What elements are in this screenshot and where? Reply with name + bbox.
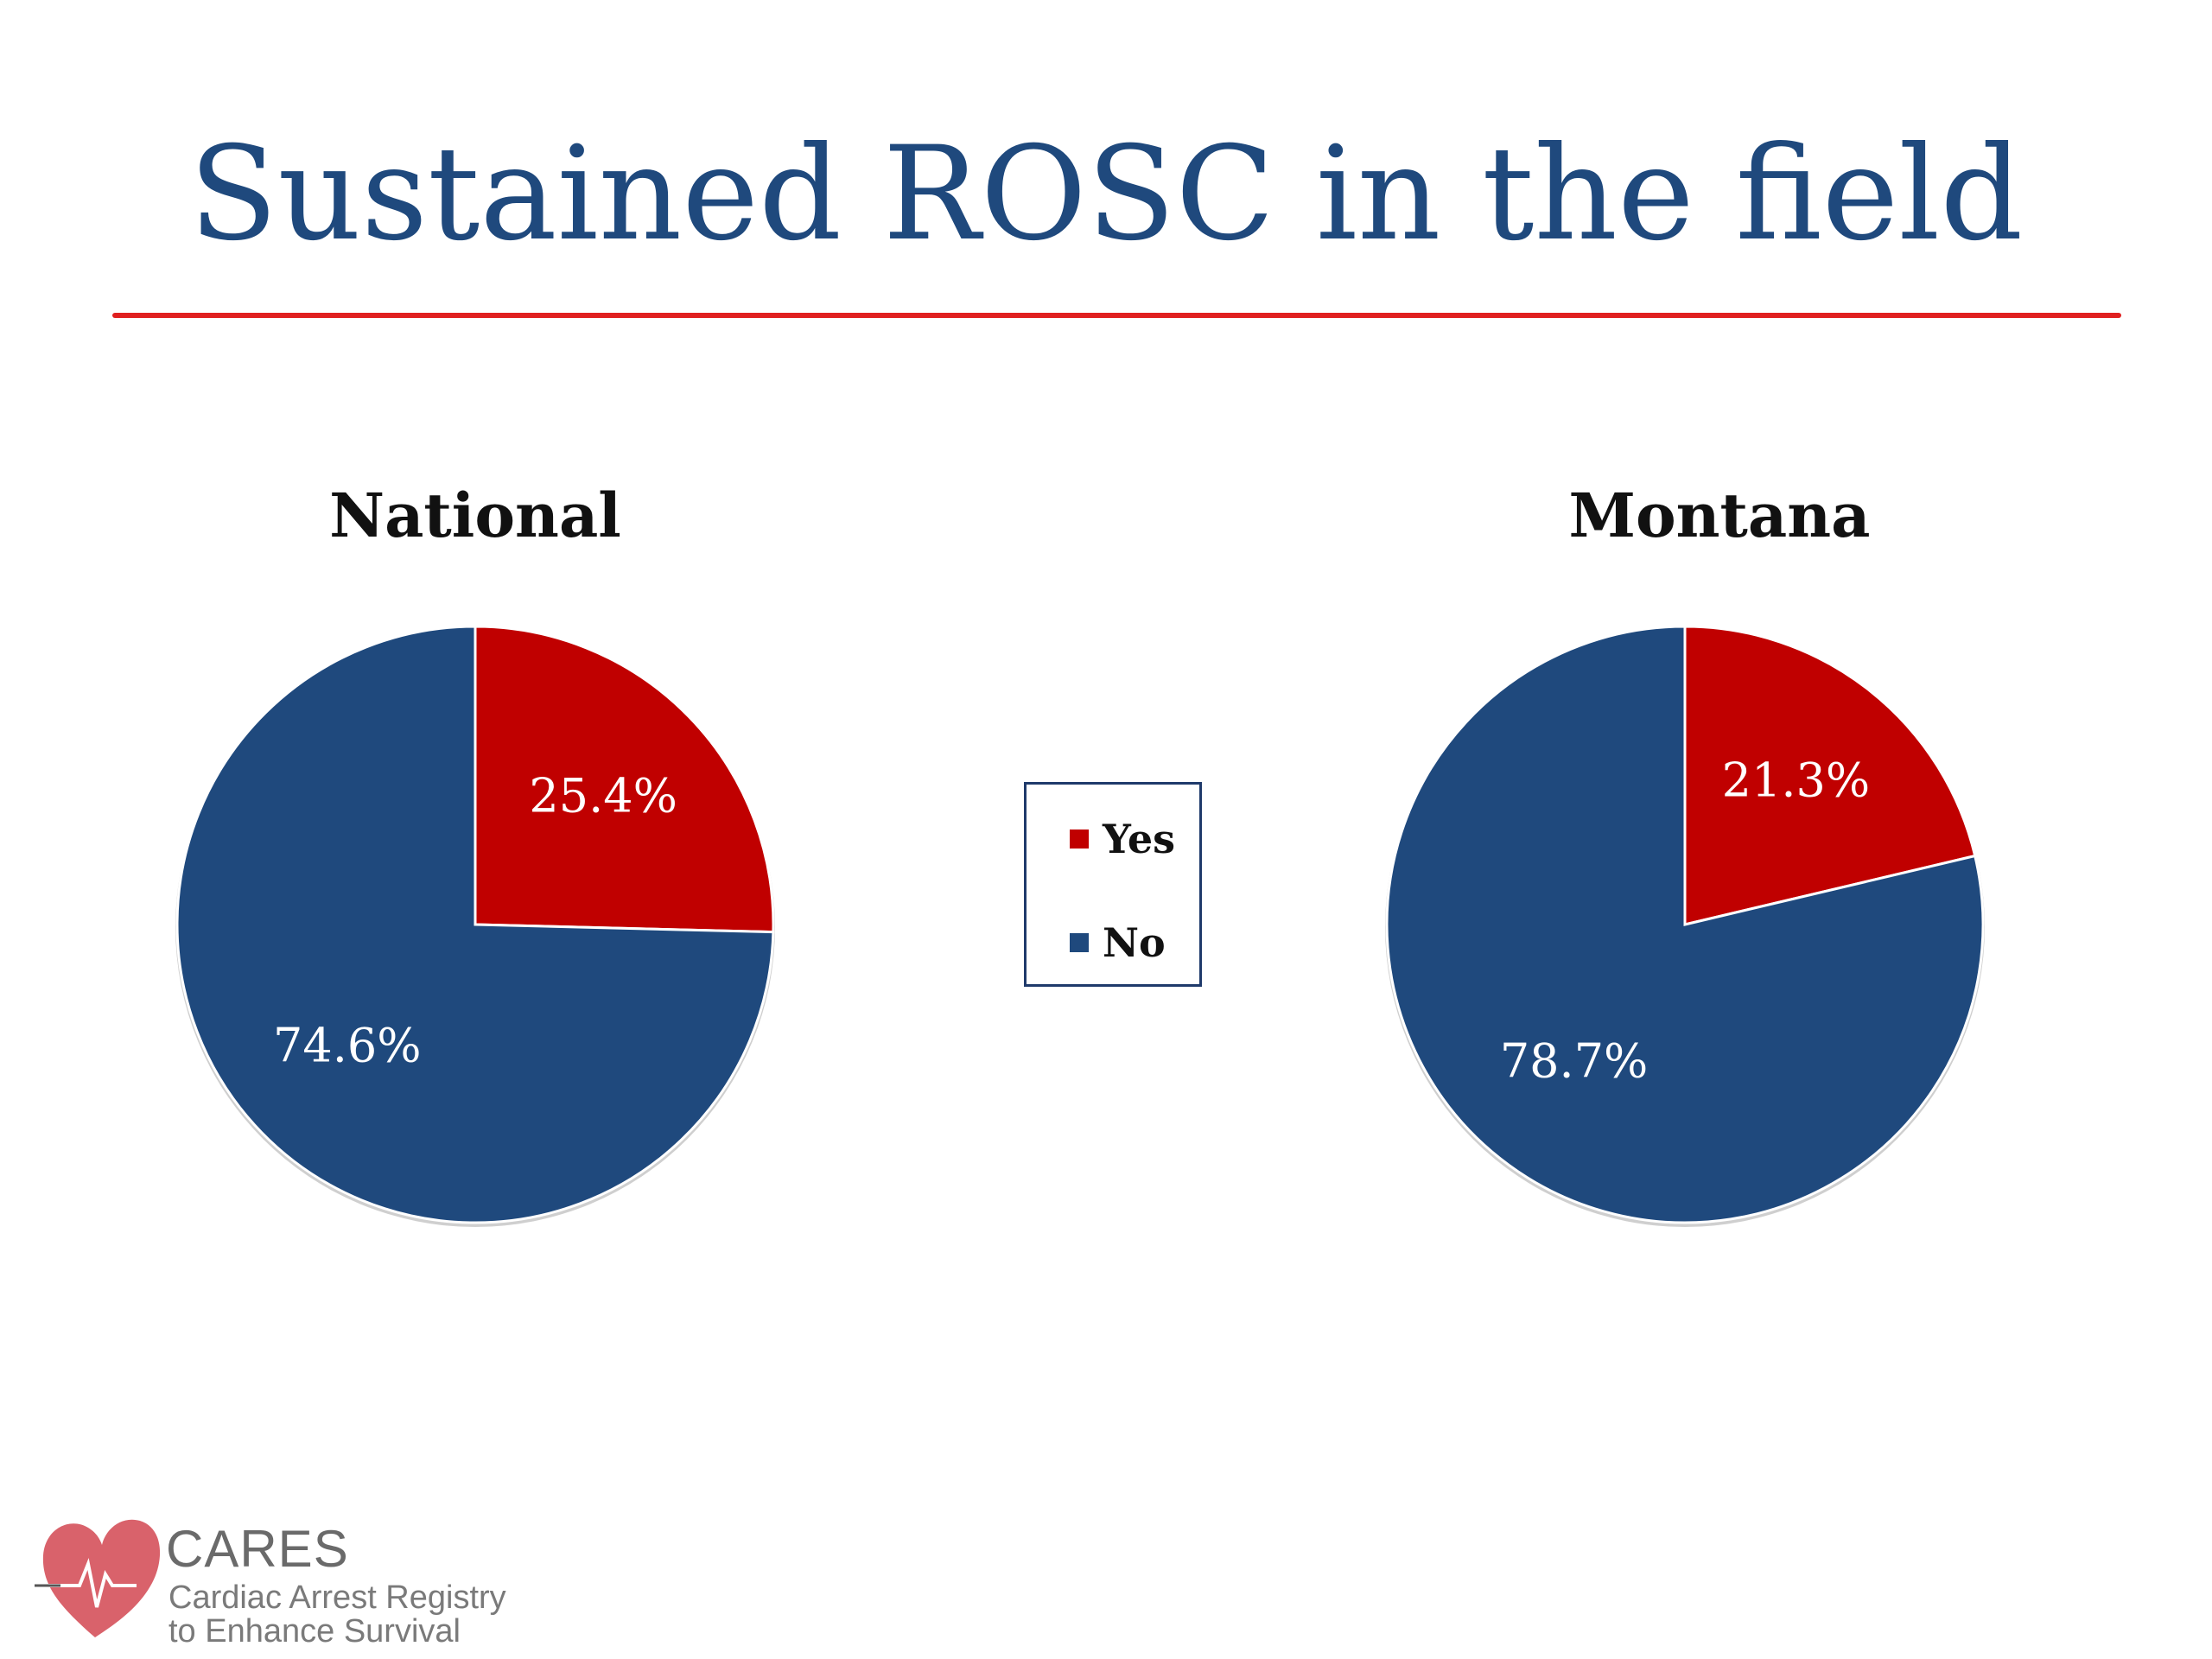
national-label-yes: 25.4% — [529, 768, 677, 823]
national-label-no: 74.6% — [273, 1019, 422, 1073]
montana-slice-no — [1385, 625, 1985, 1224]
montana-label-yes: 21.3% — [1722, 753, 1871, 808]
legend-label-yes: Yes — [1103, 816, 1176, 862]
national-slice-no — [175, 625, 775, 1224]
legend-swatch-yes — [1070, 830, 1089, 849]
logo-tagline-line1: Cardiac Arrest Registry — [168, 1580, 506, 1616]
slide-title: Sustained ROSC in the field — [188, 119, 2024, 270]
legend-label-no: No — [1103, 919, 1166, 966]
heart-icon — [35, 1519, 161, 1637]
montana-chart-title: Montana — [1568, 480, 1871, 551]
legend-swatch-no — [1070, 933, 1089, 952]
logo-name: CARES — [166, 1520, 349, 1578]
national-pie-chart: 25.4% 74.6% — [175, 625, 775, 1227]
title-rule — [112, 313, 2121, 318]
national-slice-yes — [474, 625, 775, 934]
montana-label-no: 78.7% — [1500, 1033, 1649, 1088]
cares-logo: CARES Cardiac Arrest Registry to Enhance… — [35, 1503, 518, 1650]
national-chart-title: National — [329, 480, 621, 551]
montana-slice-yes — [1683, 625, 1977, 926]
chart-legend: Yes No — [1024, 782, 1202, 987]
logo-tagline-line2: to Enhance Survival — [168, 1613, 461, 1649]
legend-item-yes: Yes — [1070, 816, 1175, 862]
legend-item-no: No — [1070, 919, 1166, 966]
montana-pie-chart: 21.3% 78.7% — [1385, 625, 1985, 1227]
